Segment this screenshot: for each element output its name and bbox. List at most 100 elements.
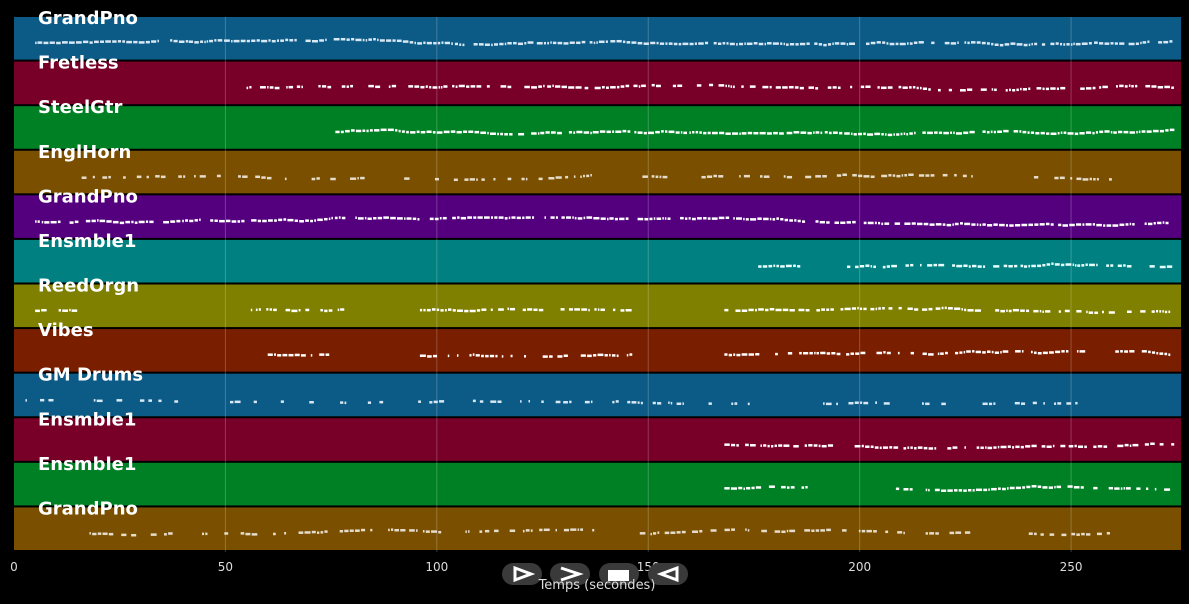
note xyxy=(1008,265,1013,268)
note xyxy=(940,352,944,355)
note xyxy=(108,175,111,179)
note xyxy=(345,129,350,133)
note xyxy=(1114,42,1118,45)
note xyxy=(1041,445,1046,448)
note xyxy=(390,216,396,220)
note xyxy=(465,530,467,533)
note xyxy=(584,86,589,90)
note xyxy=(930,174,935,177)
note xyxy=(980,88,987,91)
note xyxy=(1045,310,1051,313)
note xyxy=(589,41,593,44)
note xyxy=(1068,445,1074,448)
note xyxy=(286,86,288,89)
note xyxy=(1159,352,1164,355)
note xyxy=(485,354,489,358)
note xyxy=(815,220,819,223)
note xyxy=(563,42,569,45)
note xyxy=(865,85,871,88)
note xyxy=(330,177,336,181)
note xyxy=(606,86,609,89)
note xyxy=(1127,310,1132,314)
note xyxy=(794,86,799,89)
note xyxy=(1129,350,1135,353)
note xyxy=(96,399,103,403)
note xyxy=(35,220,37,223)
note xyxy=(288,353,294,357)
note xyxy=(262,219,267,223)
note xyxy=(43,41,49,45)
note xyxy=(733,353,736,356)
note xyxy=(788,85,794,89)
note xyxy=(889,446,893,449)
note xyxy=(858,529,861,533)
note xyxy=(823,43,827,47)
note xyxy=(884,222,890,225)
note xyxy=(246,39,250,43)
note xyxy=(765,308,769,312)
note xyxy=(997,487,1001,490)
note xyxy=(1114,487,1120,490)
note xyxy=(947,447,952,450)
note xyxy=(504,133,508,136)
note xyxy=(518,132,525,136)
note xyxy=(380,128,387,132)
note xyxy=(1164,352,1168,356)
note xyxy=(724,308,729,312)
note xyxy=(801,486,805,489)
note xyxy=(941,402,946,406)
note xyxy=(774,530,781,533)
note xyxy=(214,39,217,42)
note xyxy=(917,222,923,226)
note xyxy=(954,173,957,177)
note xyxy=(803,351,809,355)
note xyxy=(133,40,138,44)
note xyxy=(93,399,96,402)
note xyxy=(1008,309,1012,313)
note xyxy=(240,532,245,535)
note xyxy=(276,39,279,42)
note xyxy=(1042,87,1045,91)
note xyxy=(937,88,941,92)
note xyxy=(820,529,825,532)
note xyxy=(414,85,420,88)
note xyxy=(863,307,867,311)
track-row xyxy=(14,418,1181,461)
note xyxy=(1028,223,1034,227)
note xyxy=(961,308,963,311)
note xyxy=(305,39,311,43)
track-label: Fretless xyxy=(38,53,119,74)
note xyxy=(615,130,622,134)
note xyxy=(610,86,616,89)
play-button[interactable] xyxy=(502,563,542,585)
note xyxy=(1048,486,1053,489)
note xyxy=(668,42,673,45)
note xyxy=(667,217,671,220)
note xyxy=(1110,42,1114,45)
note xyxy=(540,131,545,135)
note xyxy=(876,41,881,44)
note xyxy=(1037,352,1042,355)
rewind-button[interactable] xyxy=(648,563,688,585)
note xyxy=(426,41,432,45)
note xyxy=(200,40,204,43)
note xyxy=(907,42,909,45)
note xyxy=(991,88,994,91)
note xyxy=(1012,446,1015,449)
note xyxy=(568,131,573,134)
note xyxy=(1151,351,1156,354)
track-label: GrandPno xyxy=(38,498,138,519)
note xyxy=(470,85,476,88)
note xyxy=(813,444,818,447)
note xyxy=(896,174,901,178)
note xyxy=(907,307,913,310)
note xyxy=(210,219,214,222)
note xyxy=(1120,350,1123,353)
stop-button[interactable] xyxy=(599,563,639,585)
note xyxy=(627,400,631,404)
note xyxy=(408,85,414,88)
note xyxy=(360,528,366,532)
fast-forward-button[interactable] xyxy=(550,563,590,585)
note xyxy=(1088,311,1094,314)
note xyxy=(815,175,822,178)
